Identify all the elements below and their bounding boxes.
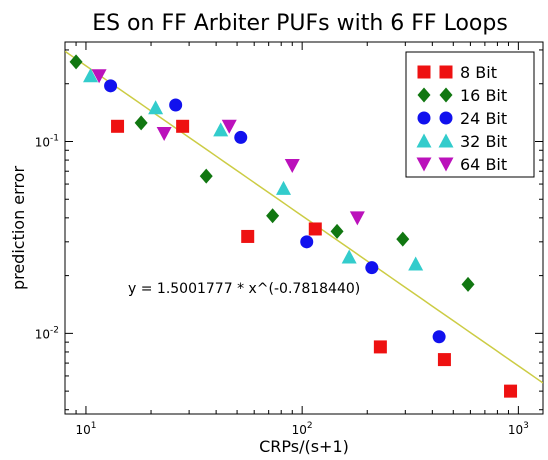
data-point <box>266 208 280 224</box>
y-tick-label: 10-1 <box>35 133 59 149</box>
data-point <box>341 249 357 264</box>
legend-label: 64 Bit <box>460 155 507 174</box>
data-point <box>69 54 83 70</box>
series-24-bit <box>104 79 446 344</box>
legend-entry: 24 Bit <box>417 109 507 128</box>
x-tick-label: 102 <box>292 421 313 437</box>
y-axis-label: prediction error <box>9 166 28 291</box>
x-tick-label: 103 <box>508 421 529 437</box>
x-axis-label: CRPs/(s+1) <box>259 437 349 456</box>
data-point <box>276 180 292 195</box>
legend: 8 Bit 16 Bit 24 Bit 32 Bit 64 Bit <box>405 51 535 178</box>
data-point <box>111 119 125 133</box>
legend-marker <box>438 157 454 172</box>
data-point <box>241 229 255 243</box>
data-point <box>284 158 300 173</box>
legend-marker <box>417 87 431 103</box>
legend-label: 8 Bit <box>460 63 497 82</box>
data-point <box>396 231 410 247</box>
data-point <box>365 261 379 275</box>
legend-marker <box>439 87 453 103</box>
series-8-bit <box>111 119 518 398</box>
data-point <box>199 168 213 184</box>
data-point <box>432 330 446 344</box>
data-point <box>373 340 387 354</box>
series-32-bit <box>83 68 424 271</box>
data-point <box>461 276 475 292</box>
data-point <box>91 69 107 84</box>
data-point <box>330 223 344 239</box>
legend-marker <box>417 111 431 125</box>
data-point <box>156 127 172 142</box>
legend-entry: 32 Bit <box>416 132 507 151</box>
legend-marker <box>417 65 431 79</box>
data-point <box>221 119 237 134</box>
data-point <box>408 256 424 271</box>
data-point <box>504 384 518 398</box>
data-point <box>349 211 365 226</box>
data-point <box>176 119 190 133</box>
legend-entry: 8 Bit <box>417 63 497 82</box>
x-tick-label: 101 <box>75 421 96 437</box>
data-point <box>169 98 183 112</box>
fit-equation-label: y = 1.5001777 * x^(-0.7818440) <box>128 281 360 297</box>
data-point <box>234 130 248 144</box>
data-point <box>300 235 314 249</box>
series-64-bit <box>91 69 365 226</box>
data-point <box>213 122 229 137</box>
legend-entry: 64 Bit <box>416 155 507 174</box>
series-16-bit <box>69 54 475 292</box>
legend-label: 16 Bit <box>460 86 507 105</box>
legend-label: 32 Bit <box>460 132 507 151</box>
data-point <box>83 68 99 83</box>
chart-title: ES on FF Arbiter PUFs with 6 FF Loops <box>92 11 508 36</box>
data-point <box>437 353 451 367</box>
legend-marker <box>439 111 453 125</box>
legend-entry: 16 Bit <box>417 86 507 105</box>
legend-label: 24 Bit <box>460 109 507 128</box>
legend-marker <box>439 65 453 79</box>
data-point <box>134 115 148 131</box>
legend-marker <box>416 133 432 148</box>
data-point <box>104 79 118 93</box>
legend-marker <box>416 157 432 172</box>
data-point <box>148 100 164 115</box>
y-tick-label: 10-2 <box>35 325 59 341</box>
data-point <box>308 222 322 236</box>
legend-marker <box>438 133 454 148</box>
fit-line <box>65 50 543 384</box>
